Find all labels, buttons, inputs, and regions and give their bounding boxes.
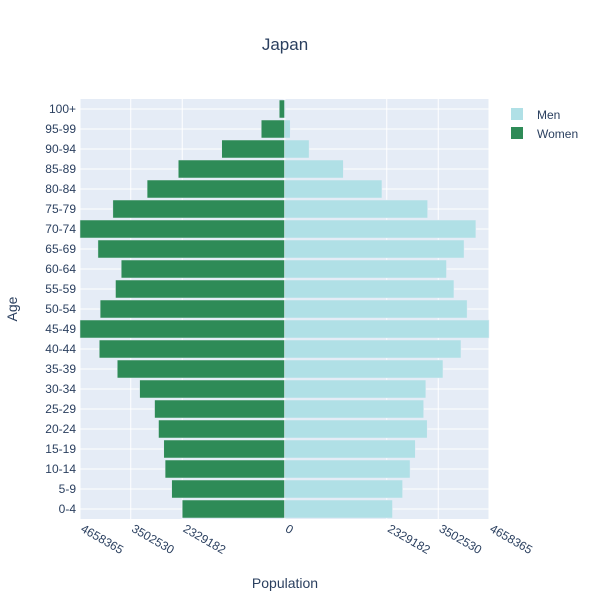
- y-tick-label: 80-84: [45, 182, 76, 196]
- y-tick-label: 70-74: [45, 222, 76, 236]
- bar-women-50-54[interactable]: [99, 299, 285, 319]
- legend-label-men: Men: [537, 108, 560, 122]
- bar-men-15-19[interactable]: [284, 439, 416, 459]
- bar-men-75-79[interactable]: [284, 199, 428, 219]
- bar-men-60-64[interactable]: [284, 259, 447, 279]
- y-tick-label: 65-69: [45, 242, 76, 256]
- y-tick-label: 60-64: [45, 262, 76, 276]
- bar-men-25-29[interactable]: [284, 399, 424, 419]
- bar-women-60-64[interactable]: [120, 259, 285, 279]
- bar-women-45-49[interactable]: [79, 319, 285, 339]
- bar-women-35-39[interactable]: [116, 359, 285, 379]
- legend-label-women: Women: [537, 127, 578, 141]
- bar-women-85-89[interactable]: [178, 159, 285, 179]
- bar-women-80-84[interactable]: [146, 179, 285, 199]
- bar-women-55-59[interactable]: [115, 279, 285, 299]
- legend-item-men[interactable]: Men: [511, 108, 560, 122]
- bar-women-70-74[interactable]: [79, 219, 285, 239]
- bar-women-20-24[interactable]: [158, 419, 285, 439]
- bar-men-80-84[interactable]: [284, 179, 383, 199]
- bars: [79, 99, 490, 519]
- bar-women-90-94[interactable]: [221, 139, 285, 159]
- legend[interactable]: Men Women: [511, 108, 578, 141]
- legend-swatch-men: [511, 108, 523, 120]
- bar-men-95-99[interactable]: [284, 119, 291, 139]
- bar-men-10-14[interactable]: [284, 459, 411, 479]
- bar-men-45-49[interactable]: [284, 319, 490, 339]
- legend-item-women[interactable]: Women: [511, 127, 578, 141]
- bar-men-40-44[interactable]: [284, 339, 462, 359]
- bar-women-5-9[interactable]: [171, 479, 285, 499]
- y-tick-label: 95-99: [45, 122, 76, 136]
- y-tick-label: 15-19: [45, 442, 76, 456]
- y-tick-label: 25-29: [45, 402, 76, 416]
- y-tick-label: 55-59: [45, 282, 76, 296]
- bar-women-10-14[interactable]: [164, 459, 285, 479]
- bar-women-0-4[interactable]: [181, 499, 285, 519]
- bar-men-35-39[interactable]: [284, 359, 444, 379]
- x-axis-title: Population: [252, 575, 318, 591]
- bar-women-15-19[interactable]: [163, 439, 285, 459]
- bar-men-70-74[interactable]: [284, 219, 477, 239]
- y-tick-label: 0-4: [59, 502, 77, 516]
- bar-women-25-29[interactable]: [154, 399, 285, 419]
- bar-men-30-34[interactable]: [284, 379, 427, 399]
- y-tick-label: 10-14: [45, 462, 76, 476]
- bar-women-95-99[interactable]: [260, 119, 285, 139]
- bar-men-55-59[interactable]: [284, 279, 455, 299]
- y-tick-label: 45-49: [45, 322, 76, 336]
- y-tick-label: 85-89: [45, 162, 76, 176]
- bar-women-40-44[interactable]: [98, 339, 285, 359]
- y-tick-label: 35-39: [45, 362, 76, 376]
- y-tick-label: 20-24: [45, 422, 76, 436]
- y-tick-label: 75-79: [45, 202, 76, 216]
- bar-men-0-4[interactable]: [284, 499, 393, 519]
- y-tick-label: 90-94: [45, 142, 76, 156]
- y-tick-label: 40-44: [45, 342, 76, 356]
- y-tick-label: 5-9: [59, 482, 77, 496]
- bar-women-100+[interactable]: [278, 99, 285, 119]
- bar-women-75-79[interactable]: [112, 199, 285, 219]
- bar-men-20-24[interactable]: [284, 419, 428, 439]
- y-tick-label: 50-54: [45, 302, 76, 316]
- bar-women-65-69[interactable]: [97, 239, 285, 259]
- bar-men-5-9[interactable]: [284, 479, 403, 499]
- y-tick-label: 30-34: [45, 382, 76, 396]
- legend-swatch-women: [511, 127, 523, 139]
- bar-women-30-34[interactable]: [139, 379, 285, 399]
- y-axis-title: Age: [4, 296, 20, 321]
- bar-men-65-69[interactable]: [284, 239, 465, 259]
- y-tick-label: 100+: [49, 102, 76, 116]
- chart-title: Japan: [262, 35, 308, 54]
- bar-men-90-94[interactable]: [284, 139, 310, 159]
- bar-men-50-54[interactable]: [284, 299, 468, 319]
- bar-men-85-89[interactable]: [284, 159, 344, 179]
- y-tick-labels: 0-4 5-9 10-14 15-19 20-24 25-29 30-34 35-39 40-4…: [45, 102, 76, 516]
